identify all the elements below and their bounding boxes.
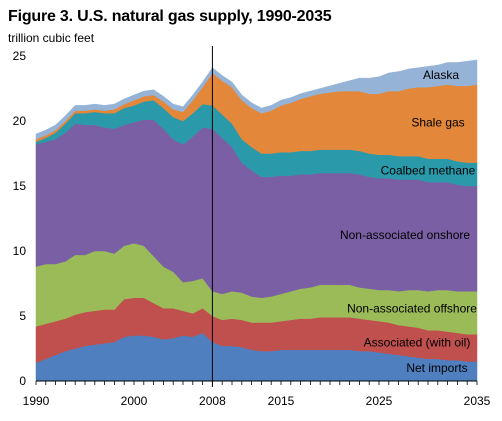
x-tick-label: 2000 bbox=[121, 394, 148, 408]
y-tick-label: 0 bbox=[19, 374, 26, 388]
y-axis-label: trillion cubic feet bbox=[8, 31, 95, 45]
series-label-non-associated-onshore: Non-associated onshore bbox=[340, 228, 470, 242]
series-label-alaska: Alaska bbox=[423, 68, 459, 82]
x-tick-label: 2025 bbox=[366, 394, 393, 408]
y-tick-label: 25 bbox=[13, 49, 27, 63]
x-tick-label: 2008 bbox=[199, 394, 226, 408]
series-label-layer: Net imports Associated (with oil) Non-asso… bbox=[340, 68, 477, 375]
series-label-associated-with-oil: Associated (with oil) bbox=[364, 335, 471, 349]
x-tick-label: 2035 bbox=[464, 394, 491, 408]
y-tick-label: 20 bbox=[13, 114, 27, 128]
y-tick-label: 15 bbox=[13, 179, 27, 193]
x-tick-label: 1990 bbox=[23, 394, 50, 408]
y-tick-label: 10 bbox=[13, 244, 27, 258]
area-layer bbox=[35, 59, 478, 382]
area-alaska bbox=[35, 59, 478, 140]
y-tick-label: 5 bbox=[19, 309, 26, 323]
series-label-coalbed-methane: Coalbed methane bbox=[381, 163, 476, 177]
series-label-net-imports: Net imports bbox=[406, 361, 467, 375]
x-tick-label: 2015 bbox=[268, 394, 295, 408]
series-label-shale-gas: Shale gas bbox=[411, 115, 464, 129]
chart-title: Figure 3. U.S. natural gas supply, 1990-… bbox=[8, 8, 332, 25]
series-label-non-associated-offshore: Non-associated offshore bbox=[347, 301, 477, 315]
